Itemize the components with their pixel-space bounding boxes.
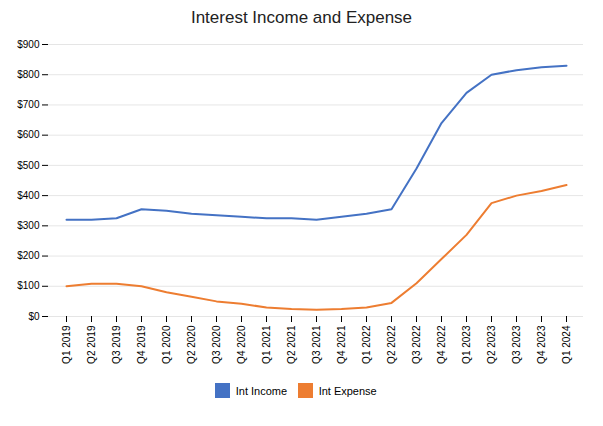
svg-text:$300: $300 [17, 220, 40, 231]
svg-text:$400: $400 [17, 190, 40, 201]
svg-text:Q4 2020: Q4 2020 [236, 325, 247, 364]
svg-text:$700: $700 [17, 99, 40, 110]
svg-text:Q1 2022: Q1 2022 [361, 325, 372, 364]
svg-text:Q3 2023: Q3 2023 [511, 325, 522, 364]
svg-text:Q2 2021: Q2 2021 [286, 325, 297, 364]
svg-text:Q1 2019: Q1 2019 [61, 325, 72, 364]
svg-text:$500: $500 [17, 160, 40, 171]
svg-text:$0: $0 [28, 311, 40, 322]
svg-text:Q3 2022: Q3 2022 [411, 325, 422, 364]
svg-text:Q4 2023: Q4 2023 [536, 325, 547, 364]
svg-text:Q2 2022: Q2 2022 [386, 325, 397, 364]
html-text:Int Income: Int Income [235, 384, 288, 397]
svg-text:Q3 2019: Q3 2019 [111, 325, 122, 364]
svg-text:$600: $600 [17, 129, 40, 140]
svg-text:Q2 2020: Q2 2020 [186, 325, 197, 364]
svg-text:Q4 2022: Q4 2022 [436, 325, 447, 364]
svg-text:Q2 2019: Q2 2019 [86, 325, 97, 364]
svg-text:$800: $800 [17, 69, 40, 80]
svg-text:Q4 2019: Q4 2019 [136, 325, 147, 364]
svg-text:Q1 2020: Q1 2020 [161, 325, 172, 364]
svg-text:Q3 2020: Q3 2020 [211, 325, 222, 364]
html-text:Interest Income and Expense: Interest Income and Expense [190, 8, 413, 27]
svg-text:Q1 2024: Q1 2024 [561, 325, 572, 364]
svg-text:Q1 2023: Q1 2023 [461, 325, 472, 364]
svg-text:Q1 2021: Q1 2021 [261, 325, 272, 364]
svg-text:$900: $900 [17, 39, 40, 50]
svg-text:Q3 2021: Q3 2021 [311, 325, 322, 364]
html-text:Int Expense: Int Expense [318, 384, 377, 397]
svg-text:Q4 2021: Q4 2021 [336, 325, 347, 364]
svg-text:Q2 2023: Q2 2023 [486, 325, 497, 364]
svg-text:$200: $200 [17, 250, 40, 261]
svg-text:$100: $100 [17, 280, 40, 291]
